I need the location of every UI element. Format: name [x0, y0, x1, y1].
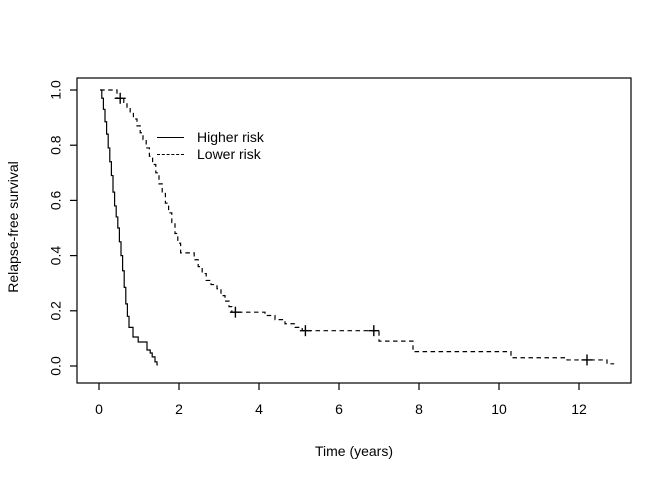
plot-box — [76, 77, 632, 384]
x-tick-label: 6 — [335, 401, 343, 417]
survival-curve-lower-risk — [100, 89, 615, 365]
y-tick-label: 0.4 — [48, 246, 64, 266]
survival-curve-higher-risk — [100, 89, 158, 366]
x-tick-label: 8 — [415, 401, 423, 417]
x-tick-label: 12 — [571, 401, 587, 417]
solid-line-swatch-icon — [157, 137, 184, 138]
x-tick-label: 10 — [491, 401, 507, 417]
y-tick-label: 1.0 — [48, 80, 64, 100]
legend-item-lower-risk: Lower risk — [157, 146, 264, 163]
x-tick-label: 4 — [255, 401, 263, 417]
y-tick-label: 0.2 — [48, 301, 64, 321]
legend-label-lower-risk: Lower risk — [197, 146, 261, 162]
dashed-line-swatch-icon — [157, 154, 184, 155]
x-tick-label: 2 — [175, 401, 183, 417]
legend-label-higher-risk: Higher risk — [197, 129, 264, 145]
x-axis-title: Time (years) — [314, 443, 394, 459]
y-tick-label: 0.8 — [48, 135, 64, 155]
y-tick-label: 0.6 — [48, 190, 64, 210]
y-axis-title: Relapse-free survival — [5, 161, 21, 293]
y-tick-label: 0.0 — [48, 356, 64, 376]
legend-item-higher-risk: Higher risk — [157, 129, 264, 146]
plot-legend: Higher risk Lower risk — [157, 129, 264, 163]
x-tick-label: 0 — [95, 401, 103, 417]
